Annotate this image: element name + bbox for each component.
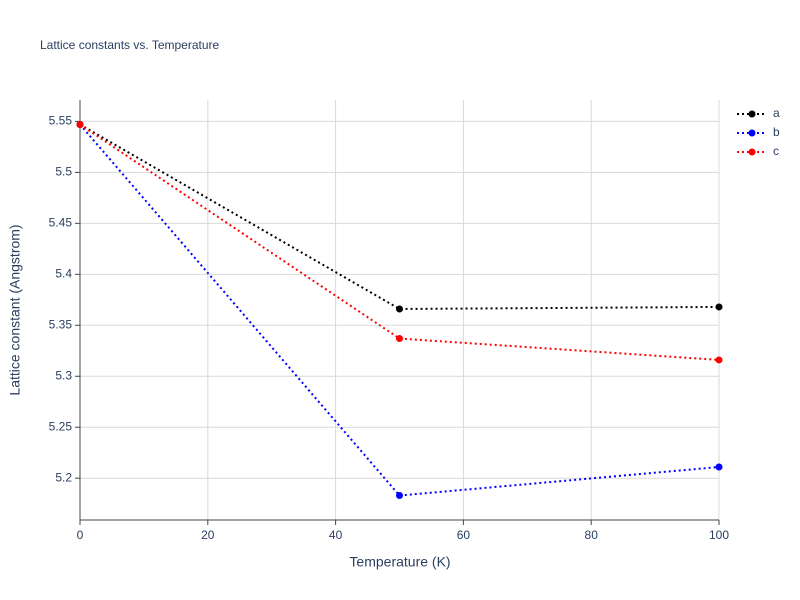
x-tick-label: 40: [329, 528, 343, 542]
x-tick-label: 0: [77, 528, 84, 542]
x-axis-label: Temperature (K): [349, 554, 450, 570]
y-tick-label: 5.45: [49, 216, 73, 230]
x-tick-label: 20: [201, 528, 215, 542]
legend-label: c: [773, 144, 779, 158]
point: [396, 335, 403, 343]
x-tick-label: 80: [585, 528, 599, 542]
y-tick-label: 5.25: [49, 419, 73, 433]
point: [715, 356, 723, 364]
point: [715, 463, 723, 471]
y-tick-label: 5.2: [55, 470, 72, 484]
x-tick-label: 60: [457, 528, 471, 542]
point: [76, 120, 84, 128]
point: [396, 492, 403, 500]
legend-label: b: [773, 125, 780, 139]
point: [396, 305, 403, 313]
legend-label: a: [773, 106, 780, 120]
y-axis-label: Lattice constant (Angstrom): [7, 224, 23, 395]
legend-marker: [748, 110, 756, 118]
legend-marker: [748, 129, 756, 137]
legend-marker: [748, 148, 756, 156]
y-tick-label: 5.5: [55, 165, 72, 179]
x-tick-label: 100: [709, 528, 729, 542]
chart-title: Lattice constants vs. Temperature: [40, 38, 220, 52]
y-tick-label: 5.3: [55, 368, 72, 382]
series-line: [79, 123, 720, 361]
series-line: [79, 123, 720, 310]
y-tick-label: 5.55: [49, 114, 73, 128]
point: [715, 303, 723, 311]
y-tick-label: 5.35: [49, 317, 73, 331]
y-tick-label: 5.4: [55, 266, 72, 280]
